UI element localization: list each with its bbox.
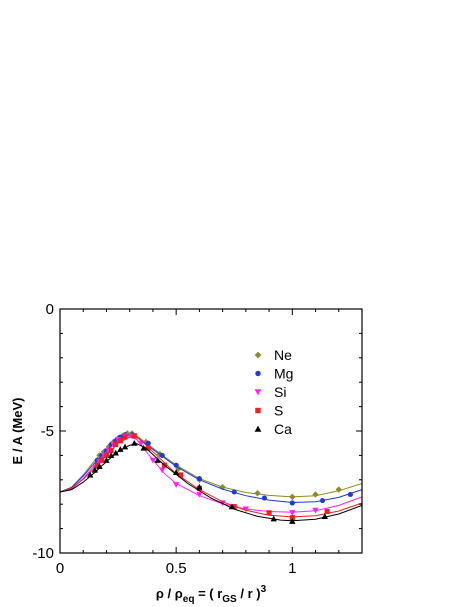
- data-point-triangle-up: [121, 443, 129, 450]
- data-point-triangle-up: [270, 515, 277, 522]
- legend-label: Ca: [274, 421, 292, 437]
- data-point-square: [108, 447, 114, 454]
- legend-item-ne: Ne: [254, 347, 292, 363]
- data-point-triangle-down: [254, 389, 262, 396]
- data-point-triangle-up: [96, 463, 103, 469]
- data-point-square: [145, 445, 151, 451]
- series-ne: [59, 430, 363, 501]
- data-point-triangle-up: [196, 483, 203, 490]
- x-tick-label: 0.5: [166, 560, 187, 577]
- data-point-triangle-up: [91, 466, 99, 473]
- legend-item-ca: Ca: [254, 421, 292, 437]
- data-point-diamond: [312, 491, 319, 498]
- data-point-circle: [173, 462, 179, 468]
- data-point-triangle-up: [228, 503, 236, 510]
- data-point-triangle-down: [242, 506, 250, 513]
- data-point-square: [131, 433, 137, 439]
- data-point-triangle-up: [107, 452, 115, 458]
- data-point-triangle-up: [321, 513, 329, 519]
- x-label-rho-eq: ρ: [175, 586, 183, 601]
- data-point-diamond: [335, 486, 342, 493]
- data-point-diamond: [254, 490, 261, 497]
- x-label-rho: ρ: [156, 586, 164, 601]
- data-point-triangle-up: [172, 469, 180, 476]
- data-point-triangle-down: [159, 467, 166, 474]
- data-point-square: [231, 504, 237, 510]
- x-label-equals: = ( r: [194, 586, 222, 601]
- data-point-triangle-up: [254, 425, 262, 432]
- data-point-circle: [255, 370, 261, 377]
- y-tick-label: 0: [46, 301, 54, 318]
- x-axis-label: ρ / ρeq = ( rGS / r )3: [156, 584, 267, 605]
- legend-label: S: [274, 403, 283, 419]
- data-point-triangle-up: [112, 449, 119, 456]
- data-point-triangle-down: [149, 457, 157, 464]
- fit-curve-ne: [59, 433, 363, 498]
- y-tick-label: -5: [41, 423, 54, 440]
- y-axis-label: E / A (MeV): [10, 398, 25, 465]
- data-point-triangle-up: [103, 457, 110, 463]
- legend-item-mg: Mg: [255, 366, 293, 382]
- data-point-triangle-down: [312, 507, 319, 514]
- data-point-diamond: [219, 483, 226, 491]
- x-label-eq-subscript: eq: [183, 594, 195, 605]
- data-point-diamond: [254, 351, 262, 359]
- data-point-square: [113, 441, 119, 447]
- data-point-square: [117, 438, 123, 444]
- data-point-square: [178, 472, 184, 478]
- series-s: [59, 433, 363, 521]
- data-point-triangle-up: [131, 440, 138, 446]
- y-tick-label: -10: [32, 545, 54, 562]
- data-point-triangle-up: [154, 457, 161, 463]
- data-point-triangle-up: [117, 446, 124, 452]
- legend-label: Mg: [274, 366, 293, 382]
- legend-item-si: Si: [254, 384, 286, 400]
- x-label-gs-subscript: GS: [222, 594, 237, 605]
- data-point-circle: [196, 476, 202, 482]
- data-point-triangle-down: [196, 491, 203, 498]
- legend-label: Si: [274, 384, 286, 400]
- data-point-square: [289, 515, 295, 521]
- legend-item-s: S: [255, 403, 283, 419]
- data-point-circle: [159, 452, 165, 458]
- data-point-square: [122, 434, 128, 440]
- series-ca: [59, 440, 363, 524]
- data-point-square: [324, 508, 330, 515]
- legend-label: Ne: [274, 347, 292, 363]
- x-label-slash: /: [164, 586, 175, 601]
- plot-area: [59, 430, 363, 524]
- data-point-circle: [347, 491, 353, 497]
- data-point-triangle-down: [289, 510, 296, 516]
- legend: Ne Mg Si S Ca: [254, 347, 293, 437]
- data-point-circle: [145, 440, 151, 446]
- axis-ticks: 0 0.5 1 0 -5 -10: [32, 301, 363, 577]
- data-point-square: [266, 510, 272, 516]
- data-point-triangle-down: [172, 482, 180, 488]
- data-point-triangle-up: [140, 444, 147, 451]
- data-point-triangle-up: [289, 518, 296, 524]
- fit-curve-si: [59, 435, 363, 513]
- data-point-diamond: [289, 493, 296, 501]
- series-si: [59, 433, 363, 516]
- x-label-power: 3: [261, 584, 267, 595]
- data-point-circle: [319, 497, 326, 504]
- data-point-square: [103, 452, 110, 458]
- data-point-circle: [261, 495, 267, 501]
- data-point-square: [94, 462, 100, 468]
- x-tick-label: 0: [56, 560, 64, 577]
- data-point-circle: [289, 500, 295, 506]
- plot-frame: [59, 308, 363, 554]
- data-point-square: [255, 407, 261, 414]
- fit-curve-mg: [59, 434, 363, 504]
- data-point-circle: [231, 489, 237, 495]
- data-point-square: [99, 457, 105, 463]
- data-point-triangle-up: [87, 471, 94, 478]
- x-tick-label: 1: [288, 560, 296, 577]
- x-label-tail: / r ): [237, 586, 261, 601]
